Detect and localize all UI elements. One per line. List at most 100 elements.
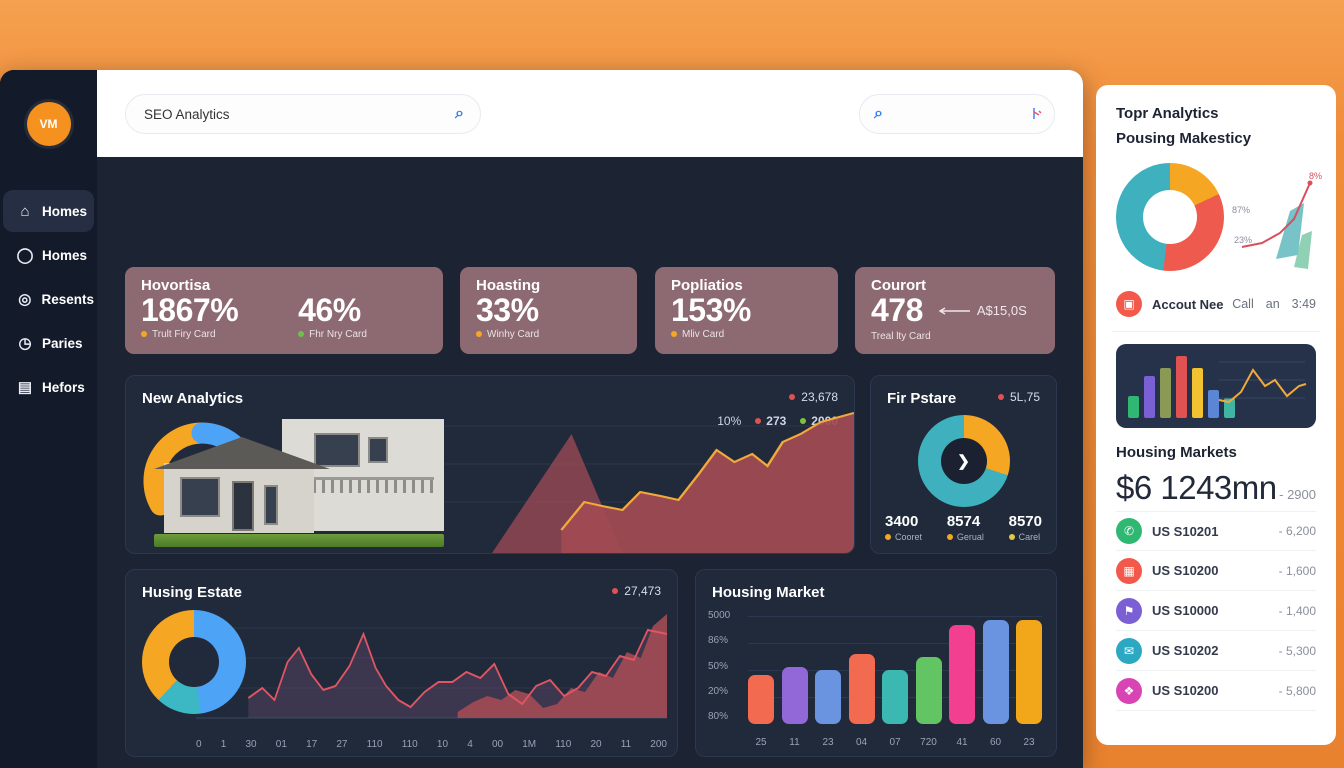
mail-icon: ✉ [1116,637,1142,664]
home-icon: ⌂ [20,202,30,220]
section-title: Housing Markets [1116,444,1237,461]
kpi-title: Hovortisa [141,277,211,294]
chat-icon: ❖ [1116,677,1142,704]
sidebar-item-hefors[interactable]: ▤ Hefors [3,366,94,408]
bar[interactable] [949,624,975,724]
x-tick: 60 [989,737,1002,748]
x-tick: 00 [491,739,504,750]
x-tick: 110 [401,739,418,750]
account-list-item[interactable]: ✆ US S10201 - 6,200 [1116,511,1316,551]
husing-estate-panel: Husing Estate 27,473 [125,569,678,757]
bar[interactable] [1016,620,1042,724]
trend-label-top: 8% [1308,171,1322,181]
account-value: - 1,600 [1278,563,1316,578]
account-list-item[interactable]: ⚑ US S10000 - 1,400 [1116,591,1316,631]
secondary-search-bar[interactable]: ⌕ [859,94,1055,134]
badge-dot [612,588,619,594]
legend-dot [755,418,762,424]
sidebar-item-label: Homes [42,247,88,263]
search-icon[interactable]: ⌕ [455,105,464,122]
mini-bar [1192,368,1203,418]
sidebar-item-homes[interactable]: ⌂ Homes [3,190,94,232]
mini-bar [1208,390,1219,418]
account-label: US S10200 [1152,683,1219,698]
bar[interactable] [848,653,875,724]
new-analytics-panel: New Analytics 23,678 10% 273 2000 85.0% [125,375,855,554]
total-amount: $6 1243mn [1116,469,1277,506]
sidebar-item-label: Resents [41,291,94,307]
x-tick: 200 [650,739,667,750]
mini-line-chart [1218,361,1307,404]
account-list-item[interactable]: ✉ US S10202 - 5,300 [1116,631,1316,671]
sidebar-item-homes[interactable]: ◯ Homes [3,234,94,276]
bar[interactable] [882,670,908,724]
sidebar-item-resents[interactable]: ◎ Resents [3,278,94,320]
line-area-chart [196,612,668,724]
donut-chart [1116,163,1224,271]
dashboard-content: Hovortisa 1867% Trult Firy Card 46% Fhr … [97,157,1083,768]
account-list-item[interactable]: ❖ US S10200 - 5,800 [1116,671,1316,711]
account-row[interactable]: ▣ Accout Nee Call an 3:49 [1116,291,1316,317]
mini-stats-card[interactable] [1116,344,1316,428]
mini-bar [1176,356,1187,418]
x-tick: 1 [220,739,227,750]
kpi-value: 33% [476,292,539,328]
kpi-value: 1867% [141,292,239,328]
bar[interactable] [915,657,942,724]
account-value: - 5,800 [1278,683,1316,698]
x-tick: 41 [956,737,968,748]
x-tick: 110 [555,739,572,750]
x-tick: 1M [522,739,537,750]
phone-icon: ✆ [1116,518,1142,544]
account-label: US S10200 [1152,563,1219,578]
account-list-item[interactable]: ▦ US S10200 - 1,600 [1116,551,1316,591]
mini-bar [1128,396,1139,418]
search-input[interactable] [144,106,456,122]
legend-dot [800,418,807,424]
panel-title: New Analytics [142,390,244,407]
x-tick: 10 [436,739,449,750]
search-bar[interactable]: ⌕ [125,94,481,134]
stat-dot [476,331,482,338]
total-delta: - 2900 [1279,487,1316,502]
x-axis-labels: 0 1 30 01 17 27 110 110 10 4 00 1M 110 20 11 200 [196,739,667,750]
x-tick: 4 [467,739,473,750]
bar-chart [748,616,1042,724]
area-chart [256,404,854,553]
x-tick: 01 [275,739,287,750]
donut-stats: 3400 Cooret 8574 Gerual 8570 Carel [871,513,1056,542]
kpi-card-hoasting[interactable]: Hoasting 33% Winhy Card [460,267,637,354]
x-tick: 720 [920,737,937,748]
x-tick: 23 [1023,737,1035,748]
x-tick: 20 [590,739,602,750]
x-tick: 0 [196,739,202,750]
bar[interactable] [982,620,1009,724]
bar[interactable] [781,666,808,724]
sidebar-item-label: Homes [42,203,88,219]
kpi-card-popliatios[interactable]: Popliatios 153% Mliv Card [655,267,838,354]
mini-bar [1144,376,1155,418]
kpi-card-courort[interactable]: Courort 478 A$15,0S Treal lty Card [855,267,1055,354]
target-icon: ◎ [18,291,32,308]
stat-dot [671,331,677,338]
sidebar-item-paries[interactable]: ◷ Paries [3,322,94,364]
app-logo[interactable]: VM [26,102,71,146]
kpi-value: 153% [671,292,751,328]
bar[interactable] [815,670,841,724]
x-tick: 04 [855,737,868,748]
account-value: - 5,300 [1278,643,1316,658]
account-label: US S10202 [1152,643,1219,658]
kpi-title: Popliatios [671,277,743,294]
kpi-card-hovortisa[interactable]: Hovortisa 1867% Trult Firy Card 46% Fhr … [125,267,443,354]
account-label: US S10000 [1152,603,1219,618]
donut-stat: 3400 Cooret [885,513,923,542]
x-tick: 11 [789,737,800,748]
x-tick: 07 [889,737,901,748]
panel-title: Husing Estate [142,584,243,601]
bar[interactable] [748,675,774,724]
topbar: ⌕ ⌕ [97,70,1083,157]
trend-mini-chart: 8% 87% 23% [1232,163,1324,275]
search-icon[interactable]: ⌕ [874,105,883,122]
fir-pstare-panel: Fir Pstare 5L,75 ❯ 3400 Cooret 8574 Gerual 8… [870,375,1057,554]
